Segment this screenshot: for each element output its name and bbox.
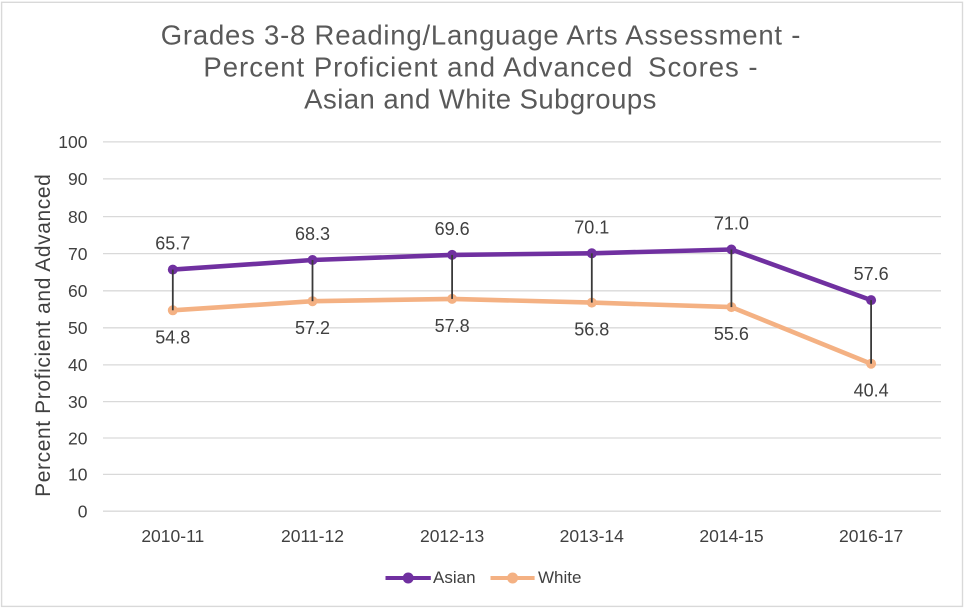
svg-text:50: 50 [68, 318, 88, 338]
svg-text:65.7: 65.7 [155, 234, 190, 254]
svg-text:Grades 3-8 Reading/Language Ar: Grades 3-8 Reading/Language Arts Assessm… [161, 20, 801, 51]
svg-text:69.6: 69.6 [435, 219, 470, 239]
svg-text:2010-11: 2010-11 [141, 526, 204, 546]
svg-text:68.3: 68.3 [295, 224, 330, 244]
svg-text:56.8: 56.8 [574, 320, 609, 340]
svg-text:70.1: 70.1 [574, 217, 609, 237]
svg-text:100: 100 [58, 132, 87, 152]
svg-text:80: 80 [68, 207, 88, 227]
svg-text:57.6: 57.6 [854, 264, 889, 284]
svg-text:White: White [538, 568, 581, 587]
svg-text:60: 60 [68, 281, 88, 301]
svg-text:54.8: 54.8 [155, 327, 190, 347]
svg-text:30: 30 [68, 392, 88, 412]
svg-text:2013-14: 2013-14 [560, 526, 624, 546]
svg-text:57.8: 57.8 [435, 316, 470, 336]
svg-text:20: 20 [68, 428, 88, 448]
svg-text:0: 0 [78, 502, 88, 522]
svg-text:70: 70 [68, 244, 88, 264]
svg-text:40: 40 [68, 355, 88, 375]
svg-text:71.0: 71.0 [714, 214, 749, 234]
svg-text:55.6: 55.6 [714, 324, 749, 344]
svg-text:40.4: 40.4 [854, 381, 889, 401]
svg-text:90: 90 [68, 169, 88, 189]
svg-text:Asian: Asian [433, 568, 476, 587]
svg-text:Percent Proficient and Advance: Percent Proficient and Advanced Scores - [203, 52, 758, 83]
svg-text:Asian and White Subgroups: Asian and White Subgroups [304, 84, 657, 115]
svg-text:2014-15: 2014-15 [699, 526, 763, 546]
svg-text:10: 10 [68, 465, 88, 485]
svg-text:2011-12: 2011-12 [281, 526, 344, 546]
svg-text:2012-13: 2012-13 [420, 526, 484, 546]
svg-text:Percent Proficient and Advance: Percent Proficient and Advanced [32, 174, 55, 497]
svg-text:2016-17: 2016-17 [839, 526, 903, 546]
svg-text:57.2: 57.2 [295, 318, 330, 338]
